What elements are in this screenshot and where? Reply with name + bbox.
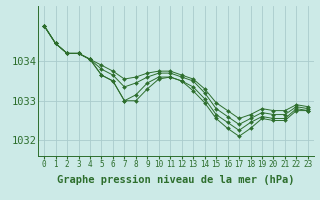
X-axis label: Graphe pression niveau de la mer (hPa): Graphe pression niveau de la mer (hPa) <box>57 175 295 185</box>
